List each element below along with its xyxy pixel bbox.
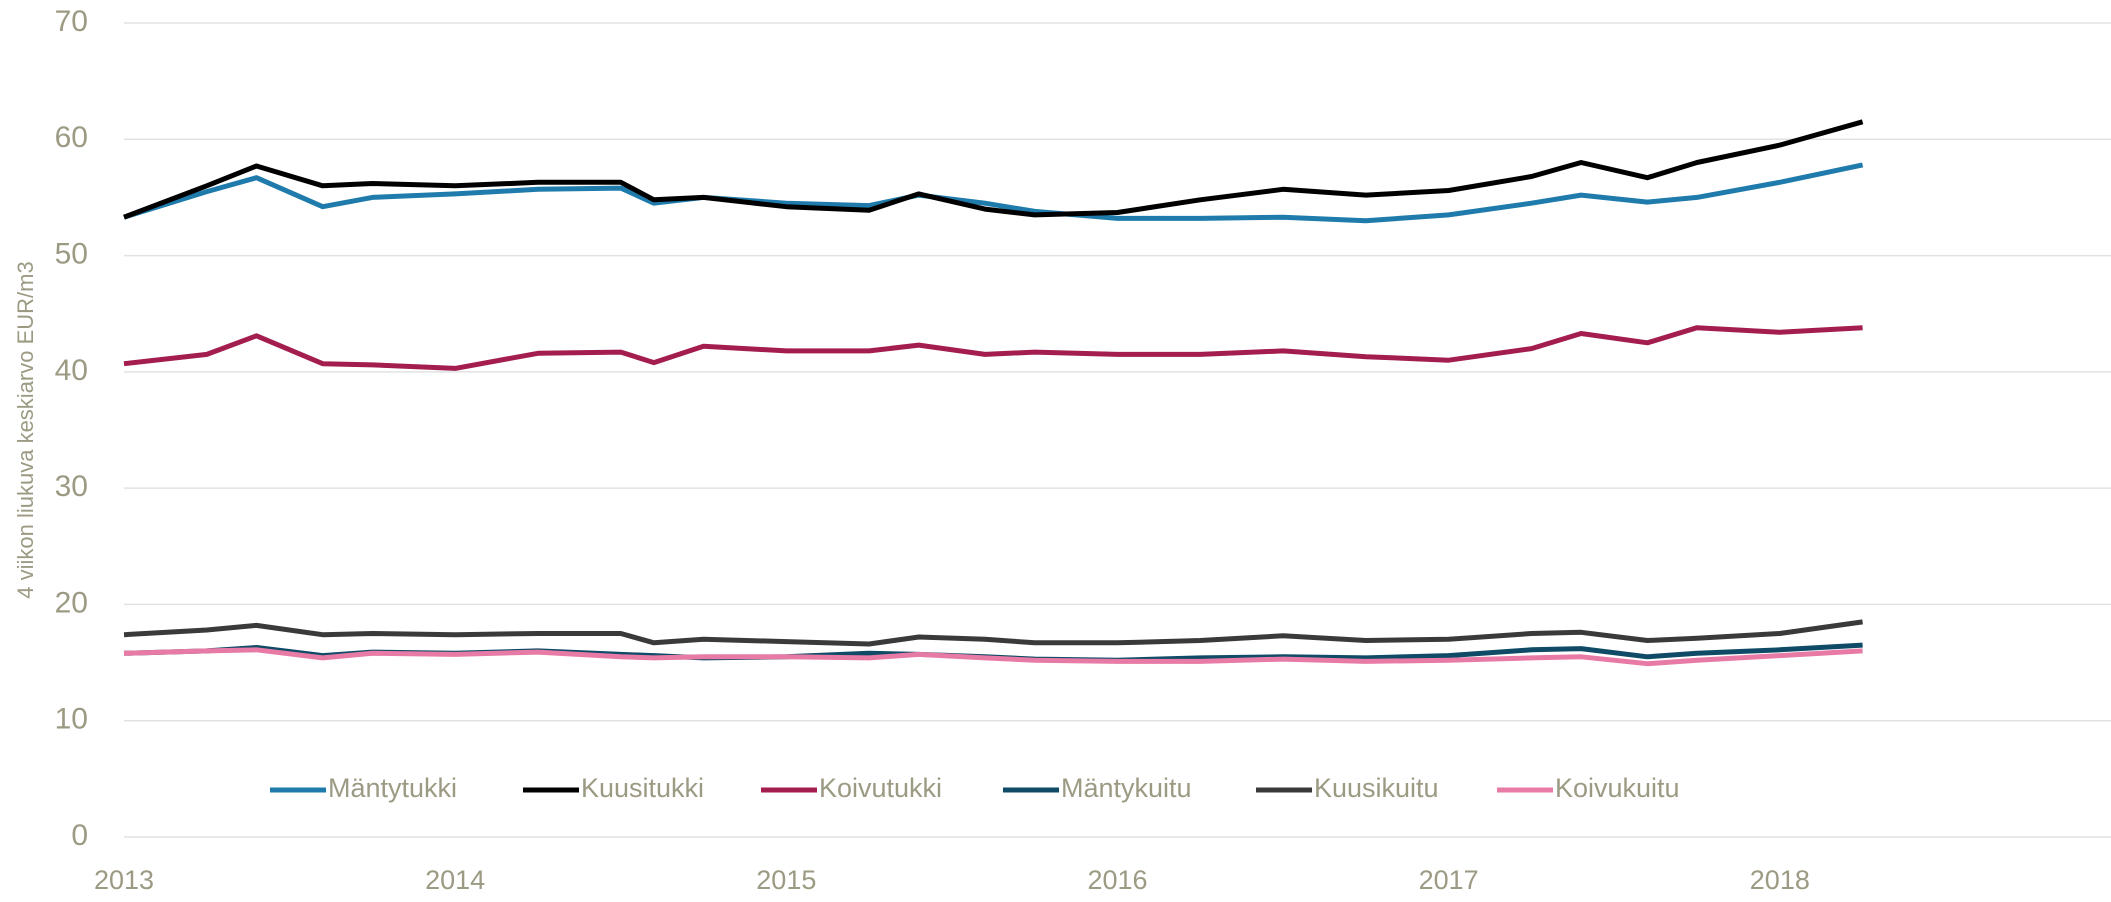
legend-label: Kuusitukki: [581, 773, 704, 803]
y-axis-title: 4 viikon liukuva keskiarvo EUR/m3: [13, 261, 38, 598]
x-tick-label: 2013: [94, 865, 154, 895]
legend-label: Kuusikuitu: [1314, 773, 1439, 803]
series-line: [123, 619, 1863, 647]
legend-label: Mäntytukki: [328, 773, 457, 803]
y-tick-label: 50: [55, 237, 88, 270]
x-tick-label: 2017: [1419, 865, 1479, 895]
series-line: [123, 325, 1863, 371]
legend-label: Koivutukki: [819, 773, 942, 803]
series-line: [123, 647, 1863, 667]
y-tick-label: 20: [55, 586, 88, 619]
y-tick-label: 40: [55, 354, 88, 387]
legend-label: Mäntykuitu: [1061, 773, 1192, 803]
x-tick-label: 2016: [1087, 865, 1147, 895]
x-tick-label: 2015: [756, 865, 816, 895]
x-tick-label: 2018: [1750, 865, 1810, 895]
y-tick-label: 70: [55, 5, 88, 38]
x-tick-label: 2014: [425, 865, 485, 895]
y-tick-label: 60: [55, 121, 88, 154]
legend-label: Koivukuitu: [1555, 773, 1680, 803]
y-tick-label: 30: [55, 470, 88, 503]
series-line: [123, 119, 1864, 220]
y-tick-label: 0: [71, 819, 88, 852]
y-tick-label: 10: [55, 703, 88, 736]
